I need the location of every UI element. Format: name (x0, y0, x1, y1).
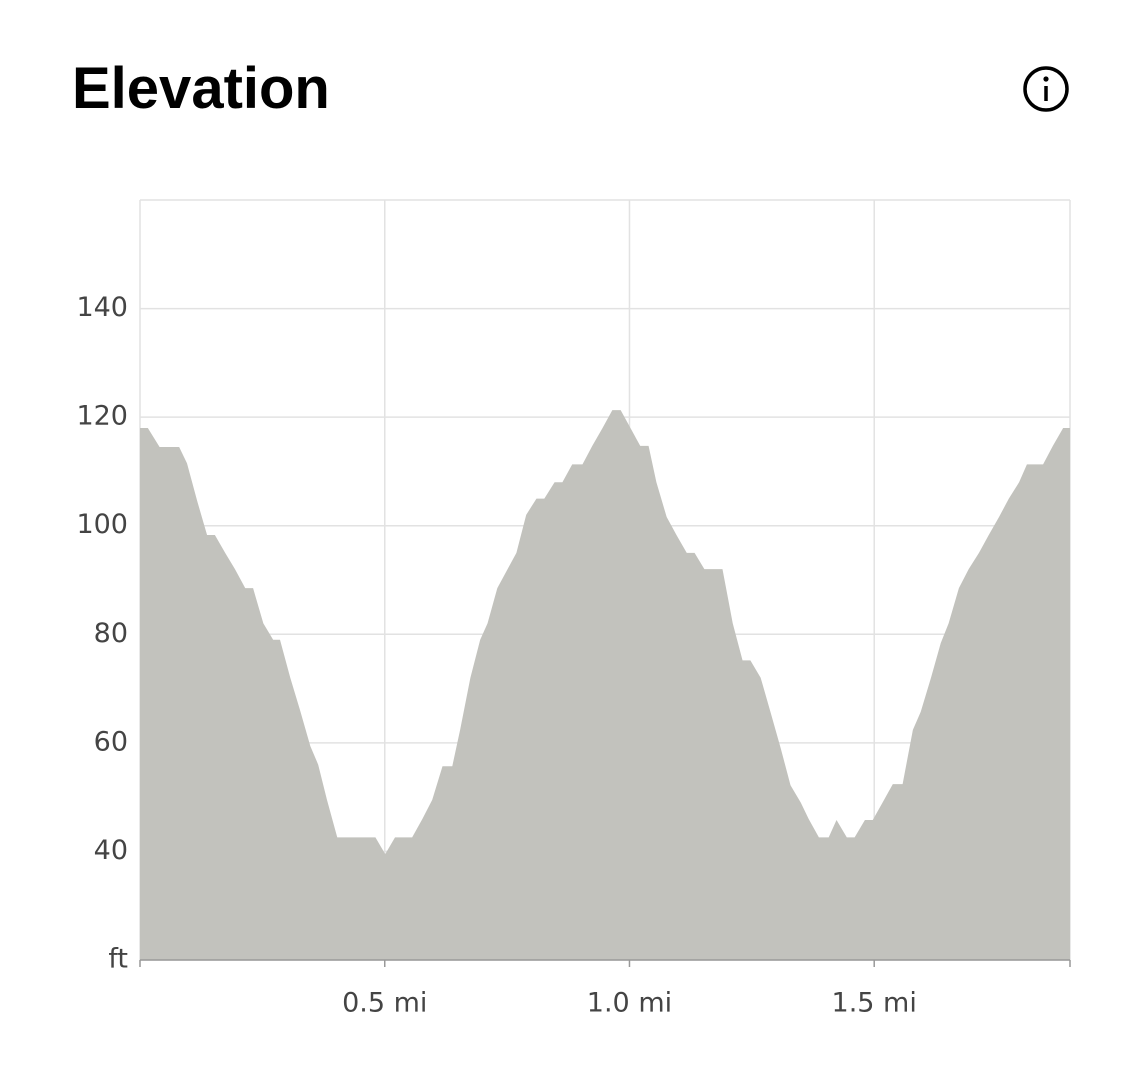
y-tick-label: ft (108, 944, 128, 975)
info-icon[interactable] (1023, 66, 1069, 112)
y-tick-label: 100 (76, 509, 128, 540)
y-tick-label: 60 (94, 726, 128, 757)
y-tick-label: 140 (76, 292, 128, 323)
x-tick-label: 1.5 mi (832, 988, 917, 1019)
y-tick-label: 120 (76, 401, 128, 432)
x-tick-label: 1.0 mi (587, 988, 672, 1019)
chart-title: Elevation (72, 56, 330, 121)
y-tick-label: 80 (94, 618, 128, 649)
elevation-area (140, 410, 1070, 961)
y-tick-label: 40 (94, 835, 128, 866)
info-circle (1023, 66, 1069, 112)
x-tick-label: 0.5 mi (342, 988, 427, 1019)
info-dot (1043, 76, 1049, 82)
